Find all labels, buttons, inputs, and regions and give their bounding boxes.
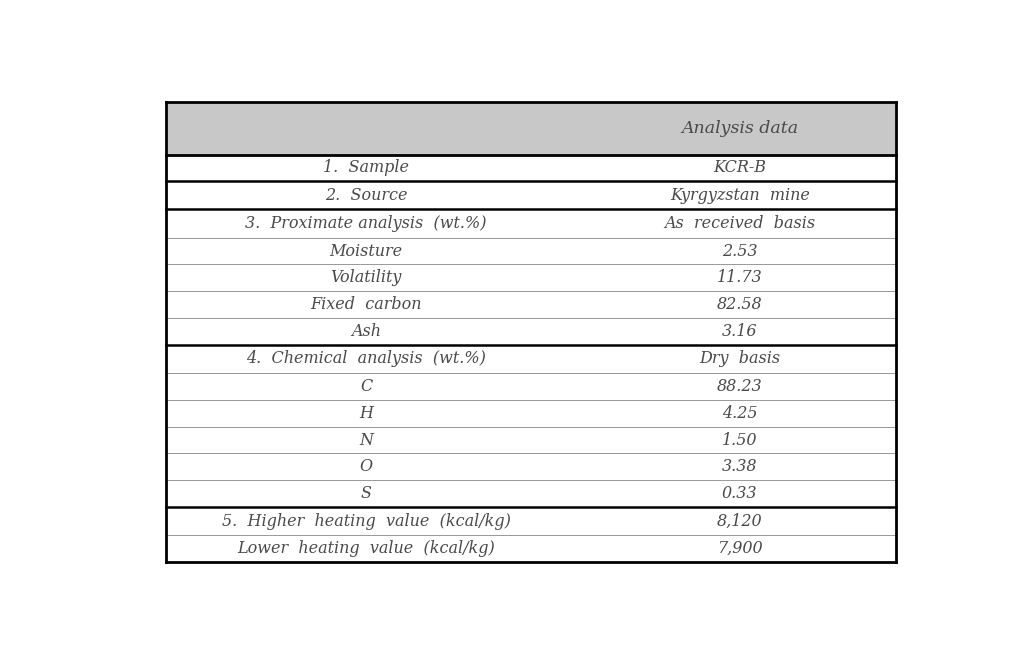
Text: 4.25: 4.25 [722,405,757,422]
Text: Analysis data: Analysis data [681,120,799,137]
Text: Fixed  carbon: Fixed carbon [311,296,422,313]
Text: 4.  Chemical  analysis  (wt.%): 4. Chemical analysis (wt.%) [247,350,486,367]
Text: 11.73: 11.73 [717,269,762,286]
Text: S: S [361,485,372,502]
Text: 1.50: 1.50 [722,432,757,449]
Text: 1.  Sample: 1. Sample [323,160,409,177]
Text: KCR-B: KCR-B [713,160,767,177]
Text: 8,120: 8,120 [717,512,762,530]
Text: C: C [359,378,372,395]
Text: 3.38: 3.38 [722,459,757,475]
Bar [166,154,896,562]
Text: Volatility: Volatility [330,269,402,286]
Text: Dry  basis: Dry basis [699,350,780,367]
Text: N: N [359,432,373,449]
Text: 3.16: 3.16 [722,323,757,340]
Text: Ash: Ash [351,323,381,340]
Text: As  received  basis: As received basis [664,215,815,232]
Text: Kyrgyzstan  mine: Kyrgyzstan mine [669,187,810,204]
Text: H: H [359,405,373,422]
Text: 2.  Source: 2. Source [324,187,407,204]
Text: 82.58: 82.58 [717,296,762,313]
Text: O: O [359,459,373,475]
Text: 7,900: 7,900 [717,540,762,557]
Text: 2.53: 2.53 [722,242,757,260]
Text: 0.33: 0.33 [722,485,757,502]
Bar [166,102,896,154]
Text: Lower  heating  value  (kcal/kg): Lower heating value (kcal/kg) [237,540,495,557]
Text: 5.  Higher  heating  value  (kcal/kg): 5. Higher heating value (kcal/kg) [222,512,511,530]
Text: 3.  Proximate analysis  (wt.%): 3. Proximate analysis (wt.%) [246,215,487,232]
Text: 88.23: 88.23 [717,378,762,395]
Text: Moisture: Moisture [329,242,403,260]
